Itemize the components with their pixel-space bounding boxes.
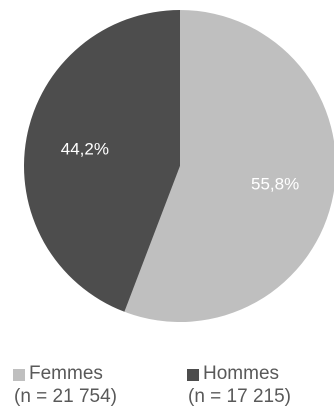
legend-swatch-femmes <box>13 369 25 381</box>
pie-chart: 55,8% 44,2% <box>24 9 334 322</box>
legend-swatch-hommes <box>187 369 199 381</box>
legend-label-femmes: Femmes <box>29 363 103 384</box>
legend-label-hommes: Hommes <box>203 363 280 384</box>
slice-label-femmes: 55,8% <box>251 175 299 194</box>
legend-item-hommes: Hommes (n = 17 215) <box>187 362 291 408</box>
pie-slice-femmes <box>124 10 334 322</box>
legend-count-hommes: (n = 17 215) <box>188 386 291 407</box>
slice-label-hommes: 44,2% <box>61 139 109 158</box>
legend-item-femmes: Femmes (n = 21 754) <box>13 362 117 408</box>
pie-slice-hommes <box>24 9 180 312</box>
legend-count-femmes: (n = 21 754) <box>14 386 117 407</box>
legend: Femmes (n = 21 754) Hommes (n = 17 215) <box>0 362 334 418</box>
